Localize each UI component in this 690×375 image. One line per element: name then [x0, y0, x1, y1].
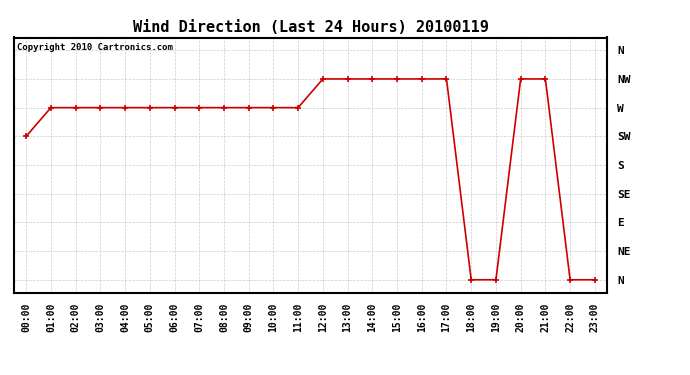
Title: Wind Direction (Last 24 Hours) 20100119: Wind Direction (Last 24 Hours) 20100119: [132, 20, 489, 35]
Text: Copyright 2010 Cartronics.com: Copyright 2010 Cartronics.com: [17, 43, 172, 52]
